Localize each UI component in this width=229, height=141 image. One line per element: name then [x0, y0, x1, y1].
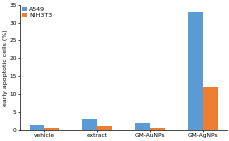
Bar: [44, 128, 59, 130]
Bar: [150, 128, 164, 130]
Legend: A549, NIH3T3: A549, NIH3T3: [21, 6, 52, 19]
Bar: [187, 12, 202, 130]
Bar: [135, 123, 150, 130]
Bar: [82, 119, 97, 130]
Y-axis label: early apoptotic cells (%): early apoptotic cells (%): [3, 29, 8, 106]
Bar: [29, 125, 44, 130]
Bar: [97, 126, 112, 130]
Bar: [202, 87, 217, 130]
